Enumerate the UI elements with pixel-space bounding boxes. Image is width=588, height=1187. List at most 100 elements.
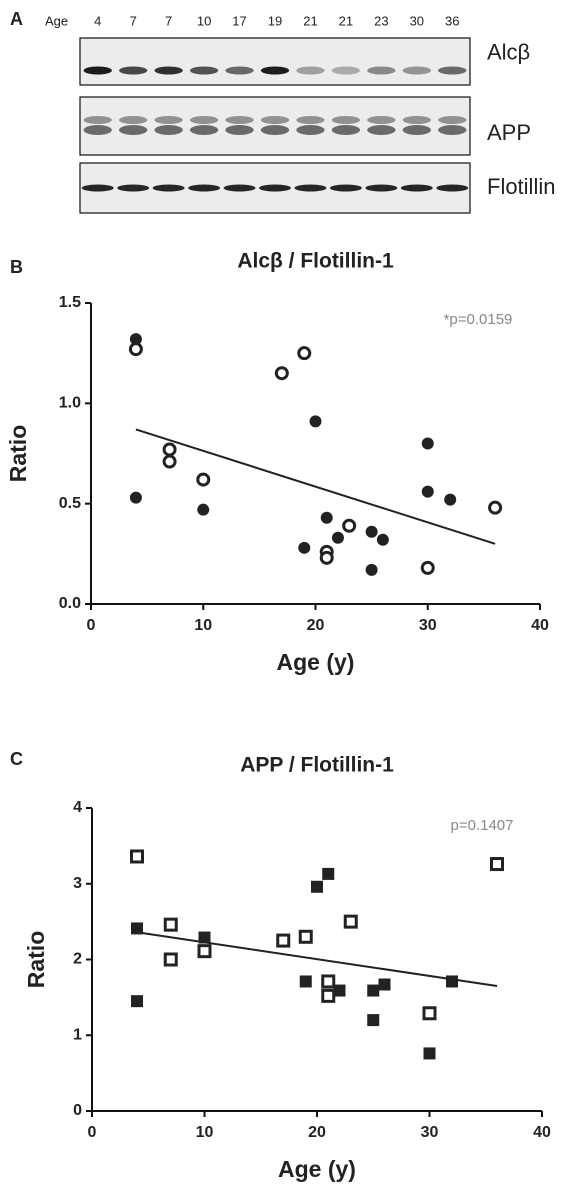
blot-band — [296, 116, 325, 124]
x-tick-label: 30 — [421, 1124, 439, 1141]
point — [320, 511, 333, 524]
y-axis-label: Ratio — [23, 931, 49, 989]
blot-band — [189, 66, 219, 75]
blot-band — [438, 66, 467, 75]
age-value: 21 — [303, 13, 317, 28]
point — [321, 988, 336, 1003]
point — [131, 922, 143, 935]
x-axis-label: Age (y) — [278, 1156, 356, 1182]
blot-band — [367, 66, 396, 75]
blot-band — [119, 125, 148, 135]
blot-band — [436, 184, 469, 192]
blot-band — [438, 125, 467, 135]
point — [420, 560, 435, 575]
blot-band — [225, 116, 254, 124]
blot-band — [296, 66, 325, 75]
blot-band — [400, 184, 433, 192]
panel-label: C — [10, 749, 23, 769]
blot-band — [402, 66, 431, 75]
x-tick-label: 40 — [531, 617, 549, 634]
point — [162, 454, 177, 469]
age-value: 7 — [165, 13, 172, 28]
x-tick-label: 10 — [194, 617, 212, 634]
blot-band — [402, 125, 431, 135]
x-tick-label: 40 — [533, 1124, 551, 1141]
blot-band — [154, 66, 183, 75]
blot-band — [260, 116, 290, 124]
blot-band — [296, 125, 325, 135]
point — [162, 442, 177, 457]
x-tick-label: 0 — [88, 1124, 97, 1141]
x-tick-label: 20 — [307, 617, 325, 634]
blot-band — [402, 116, 431, 124]
age-value: 17 — [232, 13, 246, 28]
blot-band — [189, 125, 219, 135]
y-tick-label: 3 — [73, 875, 82, 892]
band-label: APP — [487, 120, 531, 145]
blot-band — [225, 125, 254, 135]
blot-band — [260, 125, 290, 135]
point — [322, 867, 335, 880]
annotation: *p=0.0159 — [444, 311, 513, 328]
blot-band — [294, 184, 327, 192]
blot-band — [367, 116, 396, 124]
point — [311, 880, 323, 893]
point — [197, 944, 212, 959]
point — [130, 849, 144, 864]
point — [422, 1006, 437, 1021]
age-value: 10 — [197, 13, 211, 28]
point — [163, 952, 178, 967]
point — [444, 493, 457, 506]
band-label: Flotillin — [487, 174, 555, 199]
panel-label: A — [10, 9, 23, 29]
age-value: 7 — [130, 13, 137, 28]
blot-band — [152, 184, 185, 192]
blot-box — [79, 37, 471, 86]
blot-band — [189, 116, 219, 124]
point — [488, 500, 503, 515]
point — [367, 984, 380, 997]
age-value: 30 — [410, 13, 424, 28]
point — [490, 857, 504, 872]
point — [446, 975, 458, 988]
y-axis-label: Ratio — [5, 425, 31, 483]
x-axis-label: Age (y) — [277, 649, 355, 675]
point — [331, 531, 344, 544]
age-value: 36 — [445, 13, 459, 28]
point — [423, 1047, 436, 1060]
panel-label: B — [10, 257, 23, 277]
y-tick-label: 1.5 — [59, 294, 81, 311]
blot-band — [119, 66, 148, 75]
point — [319, 550, 334, 565]
blot-band — [329, 184, 362, 192]
y-tick-label: 0.5 — [59, 495, 81, 512]
blot-band — [331, 116, 361, 124]
y-tick-label: 1 — [73, 1026, 82, 1043]
point — [321, 974, 336, 989]
point — [378, 978, 391, 991]
point — [421, 485, 434, 498]
blot-band — [83, 116, 112, 124]
point — [376, 533, 389, 546]
point — [274, 366, 289, 381]
band-label: Alcβ — [487, 39, 530, 64]
blot-band — [260, 66, 290, 75]
blot-band — [225, 66, 254, 75]
point — [297, 346, 312, 361]
fit-line — [136, 931, 498, 988]
blot-band — [188, 184, 221, 192]
blot-band — [259, 184, 291, 192]
y-tick-label: 0.0 — [59, 595, 81, 612]
blot-band — [223, 184, 256, 192]
blot-band — [365, 184, 398, 192]
x-tick-label: 0 — [87, 617, 96, 634]
point — [298, 929, 313, 944]
blot-band — [154, 116, 183, 124]
blot-band — [117, 184, 150, 192]
y-tick-label: 1.0 — [59, 395, 81, 412]
y-tick-label: 2 — [73, 951, 82, 968]
blot-band — [367, 125, 396, 135]
x-tick-label: 10 — [196, 1124, 214, 1141]
x-tick-label: 30 — [419, 617, 437, 634]
